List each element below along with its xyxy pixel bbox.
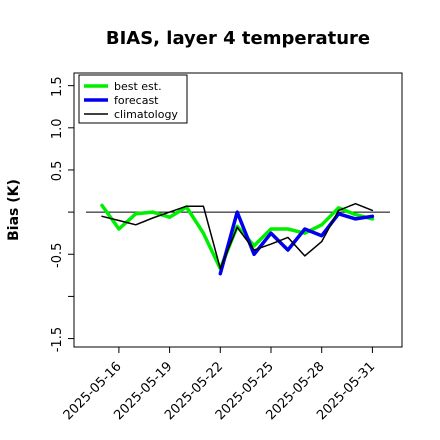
y-tick-label: 1.0	[50, 118, 65, 139]
legend-box	[78, 74, 188, 124]
legend-label-forecast: forecast	[114, 94, 159, 107]
y-axis-label: Bias (K)	[6, 179, 22, 241]
plot-frame	[73, 72, 403, 348]
legend-label-best-est: best est.	[114, 80, 162, 93]
series-line-climatology	[101, 202, 374, 270]
chart-title: BIAS, layer 4 temperature	[106, 28, 370, 49]
y-tick-label: -0.5	[50, 243, 65, 268]
series-line-forecast	[218, 210, 375, 276]
y-tick-label: -1.5	[50, 327, 65, 352]
legend: best est. forecast climatology	[78, 74, 188, 124]
y-tick-label: 0.5	[50, 161, 65, 182]
plot-area: -1.5-0.50.51.01.52025-05-162025-05-19202…	[50, 72, 403, 423]
y-tick-label: 1.5	[50, 76, 65, 97]
series-line-best-est	[100, 203, 375, 271]
legend-label-climatology: climatology	[114, 108, 178, 121]
